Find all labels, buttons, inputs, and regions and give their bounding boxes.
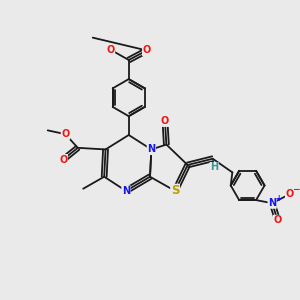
Text: N: N (147, 145, 155, 154)
Text: −: − (292, 185, 299, 194)
Text: N: N (268, 198, 276, 208)
Text: O: O (59, 154, 68, 164)
Text: +: + (275, 194, 281, 203)
Text: O: O (286, 189, 294, 199)
Text: O: O (274, 215, 282, 225)
Text: H: H (210, 163, 218, 172)
Text: N: N (122, 186, 130, 196)
Text: O: O (106, 45, 115, 55)
Text: O: O (142, 46, 151, 56)
Text: O: O (161, 116, 169, 126)
Text: S: S (171, 184, 179, 197)
Text: O: O (61, 129, 70, 139)
